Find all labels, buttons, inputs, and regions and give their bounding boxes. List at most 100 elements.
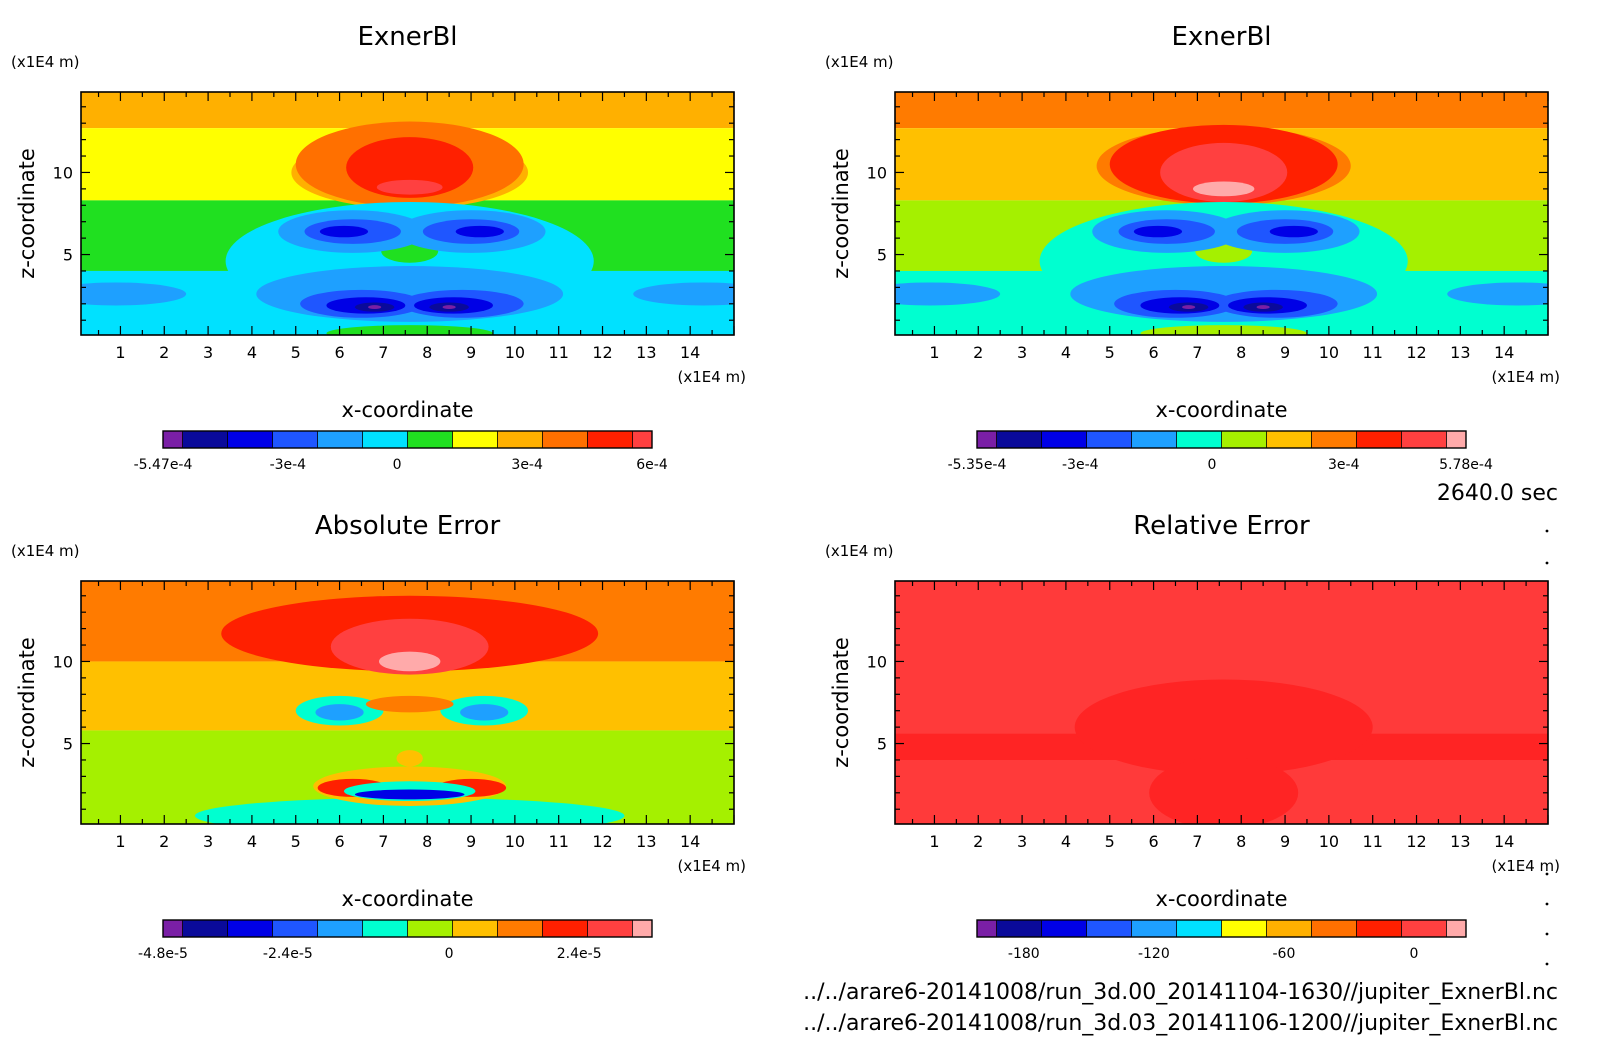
colorbar-swatch xyxy=(1446,920,1467,937)
z-tick-label: 5 xyxy=(63,246,73,265)
chart-title: ExnerBl xyxy=(357,22,457,52)
contour-region xyxy=(330,618,489,675)
x-tick-label: 3 xyxy=(203,832,213,851)
colorbar-tick-label: 0 xyxy=(1410,946,1419,962)
x-unit-label: (x1E4 m) xyxy=(1491,857,1560,875)
colorbar-swatch xyxy=(1266,431,1312,448)
colorbar-swatch xyxy=(272,920,319,937)
colorbar-tick-label: -180 xyxy=(1008,946,1040,962)
contour-region xyxy=(895,282,1001,306)
contour-region xyxy=(1074,679,1373,775)
colorbar: -5.47e-4 -3e-4 0 3e-4 6e-4 xyxy=(134,430,668,473)
x-tick-label: 9 xyxy=(1280,832,1290,851)
z-axis-label: z-coordinate xyxy=(15,637,39,768)
contour-field xyxy=(81,92,734,335)
z-axis-label: z-coordinate xyxy=(829,148,853,279)
colorbar-swatch xyxy=(1086,431,1133,448)
colorbar-swatch xyxy=(497,431,543,448)
x-tick-label: 3 xyxy=(1017,832,1027,851)
colorbar-swatch xyxy=(182,431,229,448)
x-unit-label: (x1E4 m) xyxy=(677,368,746,386)
plot-frame xyxy=(894,91,1549,336)
contour-region xyxy=(1133,225,1183,238)
x-tick-label: 8 xyxy=(1236,832,1246,851)
z-unit-label: (x1E4 m) xyxy=(11,53,80,71)
x-ticks xyxy=(911,581,1549,824)
contour-region xyxy=(633,282,734,306)
contour-region xyxy=(346,137,474,198)
x-tick-label: 6 xyxy=(1148,343,1158,362)
plot-frame xyxy=(894,580,1549,825)
colorbar-swatch xyxy=(452,431,498,448)
x-axis-label: x-coordinate xyxy=(1155,887,1287,911)
x-tick-label: 7 xyxy=(1192,832,1202,851)
x-tick-label: 6 xyxy=(1148,832,1158,851)
x-tick-label: 8 xyxy=(1236,343,1246,362)
colorbar-swatch xyxy=(977,431,998,448)
colorbar-tick-label: -3e-4 xyxy=(270,457,307,473)
colorbar-swatch xyxy=(227,920,274,937)
contour-region xyxy=(379,651,441,672)
contour-region xyxy=(1256,305,1270,310)
chart-title: ExnerBl xyxy=(1171,22,1271,52)
plot-frame xyxy=(80,91,735,336)
contour-field xyxy=(895,581,1548,824)
contour-region xyxy=(319,225,369,238)
colorbar: -180 -120 -60 0 xyxy=(976,919,1467,962)
colorbar-swatch xyxy=(227,431,274,448)
chart-title: Absolute Error xyxy=(315,511,501,541)
contour-region xyxy=(354,789,465,800)
x-tick-label: 4 xyxy=(1061,832,1071,851)
x-tick-label: 4 xyxy=(1061,343,1071,362)
x-tick-label: 9 xyxy=(1280,343,1290,362)
colorbar-swatch xyxy=(452,920,498,937)
x-tick-label: 14 xyxy=(1494,343,1514,362)
colorbar-swatch xyxy=(1176,431,1222,448)
x-tick-label: 9 xyxy=(466,343,476,362)
colorbar-swatch xyxy=(1131,920,1178,937)
x-axis-label: x-coordinate xyxy=(341,887,473,911)
x-tick-label: 1 xyxy=(115,343,125,362)
z-tick-label: 10 xyxy=(867,163,887,182)
x-tick-label: 5 xyxy=(1105,343,1115,362)
x-tick-label: 6 xyxy=(334,832,344,851)
colorbar-swatch xyxy=(317,920,364,937)
file-path-2: ../../arare6-20141008/run_3d.03_20141106… xyxy=(803,1011,1558,1036)
x-tick-label: 11 xyxy=(549,832,569,851)
contour-region xyxy=(376,179,443,195)
x-ticks xyxy=(97,581,735,824)
contour-region xyxy=(442,305,456,310)
side-dots xyxy=(1545,529,1549,966)
colorbar-swatch xyxy=(977,920,998,937)
contour-region xyxy=(1070,266,1378,322)
z-unit-label: (x1E4 m) xyxy=(11,542,80,560)
contour-region xyxy=(1193,181,1255,197)
colorbar-swatch xyxy=(1311,431,1357,448)
z-tick-label: 10 xyxy=(53,652,73,671)
colorbar-swatch xyxy=(542,431,588,448)
x-tick-label: 12 xyxy=(592,832,612,851)
x-tick-label: 12 xyxy=(1406,832,1426,851)
contour-region xyxy=(455,225,504,238)
z-tick-label: 10 xyxy=(867,652,887,671)
colorbar-swatch xyxy=(362,431,408,448)
x-axis-label: x-coordinate xyxy=(341,398,473,422)
contour-region xyxy=(315,704,364,721)
colorbar-tick-label: 6e-4 xyxy=(636,457,668,473)
colorbar-tick-label: 0 xyxy=(445,946,454,962)
z-tick-label: 10 xyxy=(53,163,73,182)
colorbar-swatch xyxy=(407,920,453,937)
contour-field xyxy=(895,92,1548,335)
x-tick-label: 7 xyxy=(378,832,388,851)
colorbar-swatch xyxy=(1356,920,1402,937)
file-path-1: ../../arare6-20141008/run_3d.00_20141104… xyxy=(803,980,1558,1005)
contour-region xyxy=(368,305,382,310)
colorbar: -4.8e-5 -2.4e-5 0 2.4e-5 xyxy=(138,919,653,962)
x-tick-label: 2 xyxy=(159,832,169,851)
x-tick-label: 12 xyxy=(592,343,612,362)
z-axis-label: z-coordinate xyxy=(829,637,853,768)
z-tick-label: 5 xyxy=(63,735,73,754)
